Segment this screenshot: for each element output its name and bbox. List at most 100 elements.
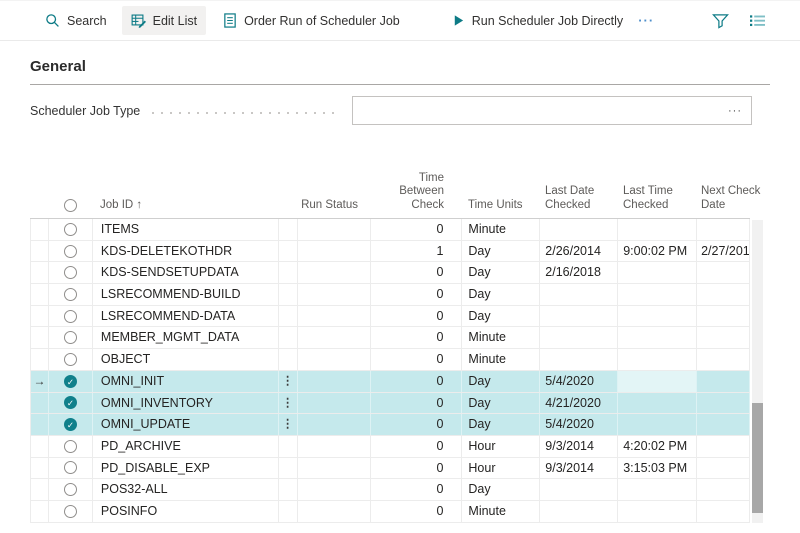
cell-run-status[interactable]	[298, 392, 371, 414]
cell-next-check-date[interactable]	[697, 349, 750, 370]
cell-last-time-checked[interactable]	[618, 479, 698, 500]
run-directly-button[interactable]: Run Scheduler Job Directly	[443, 7, 632, 35]
cell-job-id[interactable]: KDS-DELETEKOTHDR	[93, 240, 279, 262]
cell-last-date-checked[interactable]	[540, 500, 619, 522]
cell-time-units[interactable]: Day	[462, 370, 541, 392]
cell-last-time-checked[interactable]	[618, 219, 698, 240]
table-row[interactable]: KDS-DELETEKOTHDR 1 Day 2/26/2014 9:00:02…	[30, 240, 750, 263]
row-menu-button[interactable]	[279, 219, 298, 240]
cell-job-id[interactable]: OBJECT	[93, 349, 279, 370]
cell-run-status[interactable]	[298, 262, 371, 284]
row-select-cell[interactable]	[49, 457, 93, 479]
table-row[interactable]: PD_DISABLE_EXP 0 Hour 9/3/2014 3:15:03 P…	[30, 457, 750, 480]
cell-time-between-check[interactable]: 0	[371, 349, 463, 370]
cell-time-between-check[interactable]: 0	[371, 327, 463, 349]
cell-last-time-checked[interactable]	[618, 327, 698, 349]
table-row[interactable]: ITEMS 0 Minute	[30, 219, 750, 241]
cell-time-units[interactable]: Hour	[462, 457, 541, 479]
cell-last-time-checked[interactable]: 4:20:02 PM	[618, 435, 698, 457]
header-job-id[interactable]: Job ID ↑	[100, 198, 143, 211]
cell-job-id[interactable]: PD_DISABLE_EXP	[93, 457, 279, 479]
cell-last-date-checked[interactable]: 2/16/2018	[540, 262, 619, 284]
cell-last-date-checked[interactable]: 4/21/2020	[540, 392, 619, 414]
table-row[interactable]: ✓ OMNI_UPDATE ⋮ 0 Day 5/4/2020	[30, 414, 750, 436]
cell-run-status[interactable]	[298, 284, 371, 305]
vertical-scrollbar[interactable]	[752, 220, 763, 523]
row-menu-button[interactable]	[279, 349, 298, 370]
row-select-cell[interactable]	[49, 262, 93, 284]
cell-time-units[interactable]: Minute	[462, 500, 541, 522]
row-radio[interactable]	[63, 461, 77, 475]
cell-run-status[interactable]	[298, 327, 371, 349]
table-row[interactable]: PD_ARCHIVE 0 Hour 9/3/2014 4:20:02 PM	[30, 435, 750, 458]
cell-time-units[interactable]: Day	[462, 392, 541, 414]
table-row[interactable]: POS32-ALL 0 Day	[30, 479, 750, 501]
row-menu-button[interactable]: ⋮	[279, 392, 298, 414]
cell-job-id[interactable]: POS32-ALL	[93, 479, 279, 500]
table-row[interactable]: POSINFO 0 Minute	[30, 500, 750, 523]
row-radio[interactable]	[63, 439, 77, 453]
cell-last-date-checked[interactable]: 2/26/2014	[540, 240, 619, 262]
filter-button[interactable]	[712, 13, 729, 29]
cell-time-units[interactable]: Day	[462, 262, 541, 284]
row-menu-button[interactable]	[279, 457, 298, 479]
cell-next-check-date[interactable]	[697, 284, 750, 305]
row-menu-button[interactable]: ⋮	[279, 370, 298, 392]
table-row[interactable]: MEMBER_MGMT_DATA 0 Minute	[30, 327, 750, 350]
row-radio[interactable]	[63, 222, 77, 236]
cell-last-date-checked[interactable]	[540, 305, 619, 327]
cell-time-units[interactable]: Day	[462, 479, 541, 500]
cell-last-time-checked[interactable]: 9:00:02 PM	[618, 240, 698, 262]
row-select-cell[interactable]: ✓	[49, 414, 93, 435]
cell-time-between-check[interactable]: 0	[371, 219, 463, 240]
cell-last-date-checked[interactable]: 9/3/2014	[540, 457, 619, 479]
cell-last-date-checked[interactable]: 9/3/2014	[540, 435, 619, 457]
cell-job-id[interactable]: OMNI_INIT	[93, 370, 279, 392]
header-run-status[interactable]: Run Status	[301, 198, 358, 211]
cell-job-id[interactable]: LSRECOMMEND-BUILD	[93, 284, 279, 305]
order-run-button[interactable]: Order Run of Scheduler Job	[214, 6, 409, 35]
cell-run-status[interactable]	[298, 349, 371, 370]
cell-time-between-check[interactable]: 1	[371, 240, 463, 262]
cell-last-date-checked[interactable]	[540, 284, 619, 305]
cell-time-between-check[interactable]: 0	[371, 457, 463, 479]
cell-time-units[interactable]: Day	[462, 284, 541, 305]
header-time-units[interactable]: Time Units	[468, 198, 523, 211]
table-row[interactable]: LSRECOMMEND-BUILD 0 Day	[30, 284, 750, 306]
row-radio[interactable]	[63, 244, 77, 258]
cell-next-check-date[interactable]	[697, 435, 750, 457]
cell-run-status[interactable]	[298, 479, 371, 500]
scrollbar-thumb[interactable]	[752, 403, 763, 513]
cell-time-between-check[interactable]: 0	[371, 392, 463, 414]
cell-last-date-checked[interactable]	[540, 479, 619, 500]
row-menu-button[interactable]	[279, 240, 298, 262]
row-select-cell[interactable]	[49, 240, 93, 262]
cell-next-check-date[interactable]	[697, 327, 750, 349]
row-select-cell[interactable]: ✓	[49, 392, 93, 414]
cell-next-check-date[interactable]	[697, 414, 750, 435]
toolbar-overflow-button[interactable]: ···	[638, 13, 655, 28]
row-select-cell[interactable]	[49, 349, 93, 370]
cell-job-id[interactable]: LSRECOMMEND-DATA	[93, 305, 279, 327]
cell-time-between-check[interactable]: 0	[371, 414, 463, 435]
row-menu-button[interactable]	[279, 435, 298, 457]
cell-last-time-checked[interactable]	[618, 500, 698, 522]
row-radio[interactable]: ✓	[63, 418, 77, 432]
row-menu-button[interactable]	[279, 284, 298, 305]
cell-job-id[interactable]: KDS-SENDSETUPDATA	[93, 262, 279, 284]
cell-next-check-date[interactable]: 2/27/2014	[697, 240, 750, 262]
table-row[interactable]: OBJECT 0 Minute	[30, 349, 750, 371]
cell-time-units[interactable]: Minute	[462, 219, 541, 240]
table-row[interactable]: → ✓ OMNI_INIT ⋮ 0 Day 5/4/2020	[30, 370, 750, 393]
row-radio[interactable]	[63, 331, 77, 345]
cell-time-units[interactable]: Minute	[462, 327, 541, 349]
row-menu-button[interactable]	[279, 500, 298, 522]
cell-job-id[interactable]: OMNI_INVENTORY	[93, 392, 279, 414]
cell-job-id[interactable]: PD_ARCHIVE	[93, 435, 279, 457]
row-radio[interactable]	[63, 266, 77, 280]
cell-run-status[interactable]	[298, 240, 371, 262]
header-last-date-checked[interactable]: Last Date Checked	[545, 185, 595, 211]
search-button[interactable]: Search	[36, 6, 116, 35]
row-select-cell[interactable]	[49, 500, 93, 522]
row-radio[interactable]	[63, 483, 77, 497]
